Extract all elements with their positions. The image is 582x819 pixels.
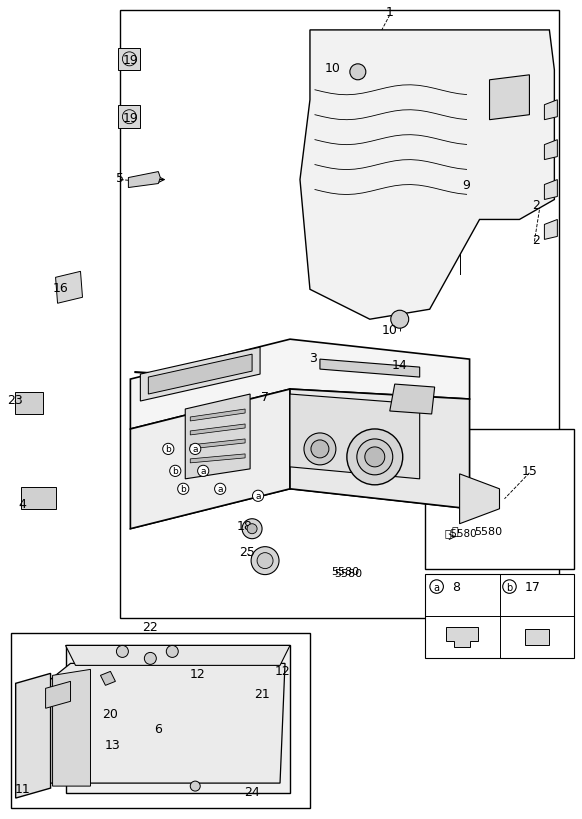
- Polygon shape: [55, 272, 83, 304]
- Text: 4: 4: [19, 498, 27, 511]
- Circle shape: [247, 524, 257, 534]
- Polygon shape: [460, 474, 499, 524]
- Polygon shape: [148, 355, 252, 395]
- Text: 9: 9: [463, 179, 470, 192]
- Text: 12: 12: [189, 667, 205, 680]
- Text: 18: 18: [236, 519, 252, 532]
- Circle shape: [190, 781, 200, 791]
- Text: 2: 2: [533, 233, 540, 247]
- Bar: [425, 429, 574, 569]
- Polygon shape: [16, 673, 51, 798]
- Polygon shape: [544, 101, 558, 120]
- Text: 10: 10: [325, 62, 341, 75]
- Polygon shape: [190, 455, 245, 464]
- Bar: [120, 11, 559, 618]
- Text: a: a: [218, 485, 223, 494]
- Circle shape: [350, 65, 366, 81]
- Text: 10: 10: [382, 324, 398, 337]
- Text: 25: 25: [239, 545, 255, 559]
- Polygon shape: [544, 180, 558, 201]
- Circle shape: [357, 439, 393, 475]
- Polygon shape: [66, 645, 290, 666]
- Circle shape: [257, 553, 273, 569]
- Polygon shape: [525, 630, 549, 645]
- Polygon shape: [118, 106, 140, 129]
- Text: 5580: 5580: [334, 568, 362, 578]
- Text: 3: 3: [309, 351, 317, 364]
- Text: 1: 1: [386, 7, 393, 20]
- Polygon shape: [446, 627, 478, 647]
- Polygon shape: [544, 220, 558, 240]
- Text: 24: 24: [244, 785, 260, 798]
- Text: b: b: [172, 467, 178, 476]
- Polygon shape: [101, 672, 115, 686]
- Text: 13: 13: [105, 738, 120, 751]
- Circle shape: [533, 633, 541, 641]
- Circle shape: [251, 547, 279, 575]
- Polygon shape: [290, 390, 470, 509]
- Text: ⌒5580: ⌒5580: [445, 527, 477, 537]
- Polygon shape: [390, 385, 435, 414]
- Text: 15: 15: [521, 465, 537, 477]
- Text: 23: 23: [7, 393, 23, 406]
- Bar: [425, 574, 574, 658]
- Polygon shape: [130, 340, 470, 429]
- Text: 2: 2: [533, 199, 540, 212]
- Text: a: a: [200, 467, 206, 476]
- Text: b: b: [506, 581, 513, 592]
- Text: 19: 19: [122, 54, 139, 67]
- Circle shape: [116, 645, 129, 658]
- Text: 11: 11: [15, 781, 30, 794]
- Text: 6: 6: [154, 722, 162, 735]
- Circle shape: [304, 433, 336, 465]
- Polygon shape: [190, 410, 245, 422]
- Text: 16: 16: [53, 282, 69, 295]
- Text: 14: 14: [392, 358, 407, 371]
- Polygon shape: [190, 424, 245, 436]
- Circle shape: [347, 429, 403, 485]
- Text: b: b: [180, 485, 186, 494]
- Polygon shape: [290, 395, 420, 479]
- Text: a: a: [434, 581, 439, 592]
- Polygon shape: [20, 487, 55, 509]
- Text: ⌒: ⌒: [451, 526, 458, 536]
- Text: 17: 17: [524, 581, 540, 593]
- Text: 5580: 5580: [474, 526, 503, 536]
- Text: 5: 5: [116, 172, 125, 185]
- Polygon shape: [185, 395, 250, 479]
- Text: 5580: 5580: [331, 566, 359, 576]
- Circle shape: [391, 311, 409, 328]
- Polygon shape: [489, 75, 530, 120]
- Text: a: a: [255, 491, 261, 500]
- Polygon shape: [45, 663, 285, 783]
- Polygon shape: [140, 348, 260, 401]
- Text: 21: 21: [254, 687, 270, 700]
- Bar: [10, 634, 310, 808]
- Polygon shape: [66, 645, 290, 793]
- Polygon shape: [300, 31, 555, 320]
- Polygon shape: [118, 49, 140, 70]
- Text: 22: 22: [143, 620, 158, 633]
- Polygon shape: [190, 439, 245, 450]
- Text: b: b: [165, 445, 171, 454]
- Circle shape: [166, 645, 178, 658]
- Circle shape: [242, 519, 262, 539]
- Circle shape: [365, 447, 385, 468]
- Text: 8: 8: [453, 581, 460, 593]
- Text: 12: 12: [275, 664, 291, 677]
- Polygon shape: [15, 392, 42, 414]
- Text: a: a: [193, 445, 198, 454]
- Polygon shape: [320, 360, 420, 378]
- Polygon shape: [544, 141, 558, 161]
- Circle shape: [311, 441, 329, 459]
- Polygon shape: [130, 390, 290, 529]
- Text: 19: 19: [122, 112, 139, 125]
- Polygon shape: [129, 172, 160, 188]
- Text: 7: 7: [261, 390, 269, 403]
- Circle shape: [144, 653, 157, 664]
- Polygon shape: [52, 670, 90, 786]
- Polygon shape: [45, 681, 70, 708]
- Text: 20: 20: [102, 707, 118, 720]
